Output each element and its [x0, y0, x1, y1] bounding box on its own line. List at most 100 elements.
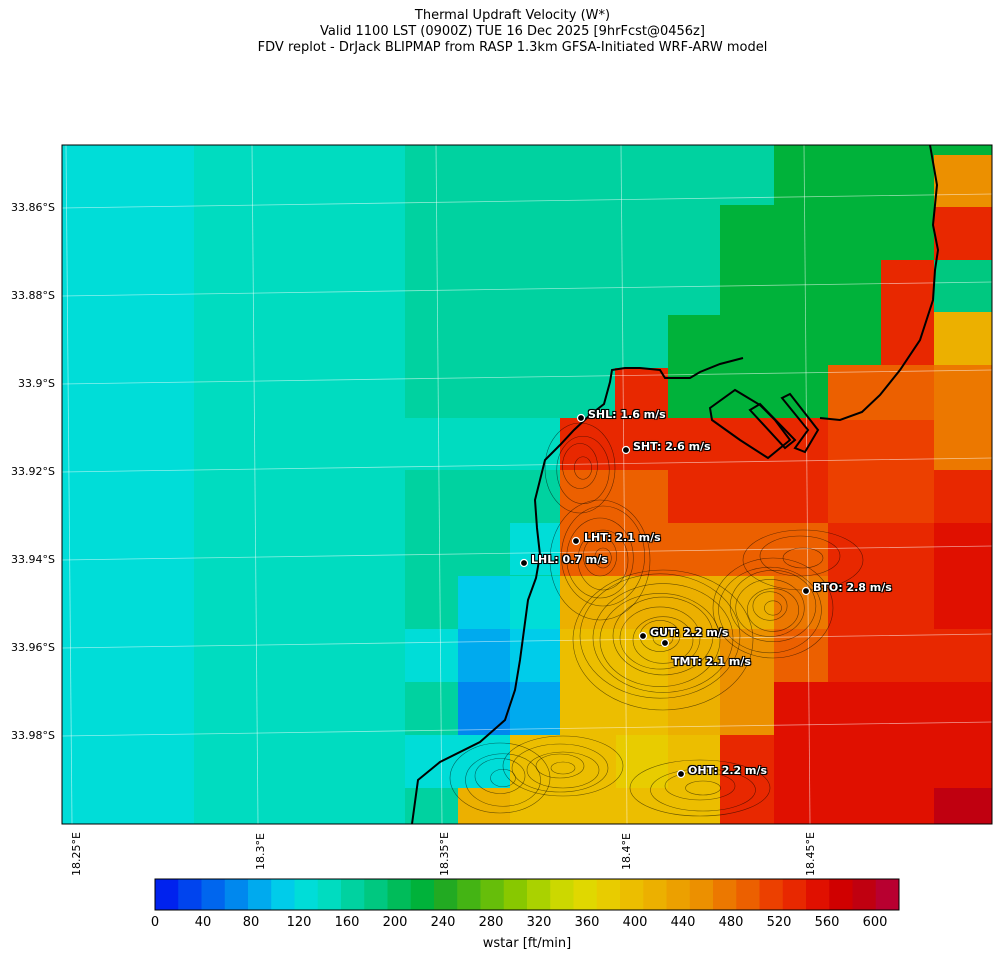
- station-markers: [519, 413, 811, 779]
- wstar-cell: [668, 418, 828, 523]
- wstar-cell: [934, 207, 992, 260]
- wstar-cell: [458, 682, 510, 735]
- contour-line: [594, 547, 612, 569]
- colorbar-swatch: [573, 879, 598, 910]
- contour-line: [566, 517, 634, 599]
- terrain-contours: [449, 422, 864, 817]
- colorbar-swatch: [248, 879, 272, 910]
- contour-line: [629, 759, 771, 817]
- colorbar-swatch: [852, 879, 877, 910]
- colorbar-swatch: [782, 879, 807, 910]
- map-frame: [61, 144, 993, 825]
- lon-label-2: 18.3°E: [254, 833, 267, 870]
- station-marker: [621, 445, 631, 455]
- coastline: [411, 144, 940, 825]
- colorbar: [154, 878, 900, 911]
- colorbar-swatch: [178, 879, 202, 910]
- wstar-cell: [560, 629, 668, 682]
- lon-label-1: 18.25°E: [70, 832, 83, 876]
- chart-title: Thermal Updraft Velocity (W*) Valid 1100…: [0, 8, 1001, 56]
- station-label-oht: OHT: 2.2 m/s: [688, 764, 768, 777]
- contour-line: [465, 753, 541, 807]
- contour-line: [685, 780, 721, 796]
- wstar-grid: [62, 145, 992, 824]
- contour-line: [474, 758, 526, 794]
- contour-line: [502, 735, 624, 797]
- colorbar-swatch: [503, 879, 528, 910]
- wstar-cell: [934, 312, 992, 365]
- station-marker: [801, 586, 811, 596]
- wstar-cell: [828, 629, 992, 682]
- lon-label-3: 18.35°E: [438, 832, 451, 876]
- station-label-lht: LHT: 2.1 m/s: [584, 531, 661, 544]
- colorbar-tick-label: 520: [766, 915, 792, 930]
- contour-line: [561, 505, 645, 607]
- colorbar-swatch: [457, 879, 481, 910]
- colorbar-swatch: [294, 879, 319, 910]
- contour-line: [752, 591, 788, 621]
- colorbar-swatch: [155, 879, 179, 910]
- wstar-cell: [458, 629, 510, 682]
- contour-line: [612, 596, 714, 676]
- wstar-cell: [934, 145, 992, 155]
- wstar-cell: [934, 155, 992, 207]
- colorbar-tick-label: 600: [862, 915, 888, 930]
- wstar-cell: [194, 145, 406, 824]
- wstar-cell: [458, 418, 560, 470]
- colorbar-tick-label: 280: [478, 915, 504, 930]
- station-marker: [519, 558, 529, 568]
- lon-label-4: 18.4°E: [620, 833, 633, 870]
- wstar-cell: [934, 470, 992, 523]
- title-line-2: Valid 1100 LST (0900Z) TUE 16 Dec 2025 […: [320, 24, 705, 39]
- contour-line: [549, 499, 651, 621]
- contour-line: [718, 566, 822, 654]
- wstar-cell: [774, 682, 992, 735]
- colorbar-swatch: [341, 879, 365, 910]
- wstar-cell: [510, 735, 616, 788]
- wstar-cell: [510, 682, 560, 735]
- wstar-cell: [510, 523, 560, 575]
- lon-label-5: 18.45°E: [804, 832, 817, 876]
- colorbar-tick-label: 440: [670, 915, 696, 930]
- lat-label-1: 33.86°S: [11, 201, 55, 214]
- station-label-tmt: TMT: 2.1 m/s: [672, 655, 751, 668]
- contour-line: [544, 422, 616, 514]
- contour-line: [573, 456, 593, 480]
- colorbar-swatch: [480, 879, 505, 910]
- graticule: [61, 144, 993, 825]
- wstar-cell: [774, 735, 992, 788]
- contour-line: [511, 743, 609, 793]
- wstar-cell: [934, 260, 992, 312]
- wstar-cell: [881, 260, 934, 365]
- colorbar-swatch: [620, 879, 644, 910]
- lat-label-6: 33.96°S: [11, 641, 55, 654]
- wstar-cell: [560, 682, 668, 735]
- colorbar-tick-label: 160: [334, 915, 360, 930]
- contour-line: [577, 529, 629, 591]
- colorbar-swatch: [317, 879, 342, 910]
- contour-line: [632, 616, 694, 664]
- colorbar-tick-label: 360: [574, 915, 600, 930]
- contour-line: [782, 547, 824, 569]
- colorbar-swatch: [875, 879, 900, 910]
- station-marker: [571, 536, 581, 546]
- lat-label-2: 33.88°S: [11, 289, 55, 302]
- colorbar-swatch: [829, 879, 853, 910]
- colorbar-tick-label: 200: [382, 915, 408, 930]
- colorbar-swatch: [550, 879, 574, 910]
- title-line-3: FDV replot - DrJack BLIPMAP from RASP 1.…: [257, 40, 768, 55]
- lat-label-4: 33.92°S: [11, 465, 55, 478]
- contour-line: [729, 569, 817, 643]
- contour-line: [572, 569, 754, 711]
- wstar-cell: [458, 576, 510, 629]
- contour-line: [650, 768, 756, 812]
- wstar-cell: [720, 788, 774, 824]
- contour-line: [735, 579, 805, 637]
- colorbar-tick-label: 560: [814, 915, 840, 930]
- colorbar-frame: [154, 878, 900, 911]
- contour-line: [562, 443, 598, 489]
- wstar-cell: [405, 418, 458, 470]
- wstar-cell: [720, 682, 774, 735]
- wstar-cell: [510, 576, 560, 629]
